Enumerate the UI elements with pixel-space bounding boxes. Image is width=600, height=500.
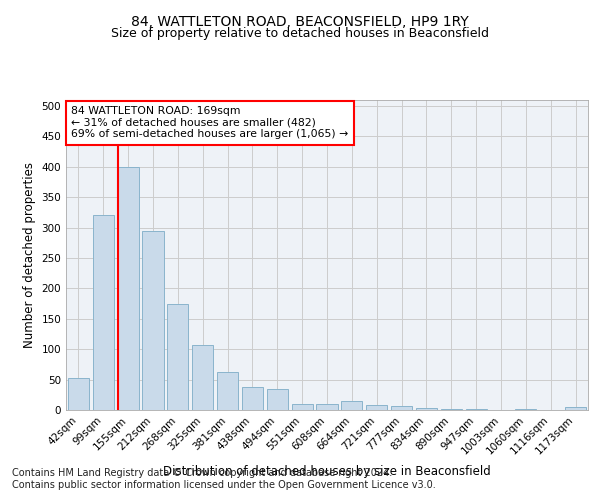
- Text: 84, WATTLETON ROAD, BEACONSFIELD, HP9 1RY: 84, WATTLETON ROAD, BEACONSFIELD, HP9 1R…: [131, 15, 469, 29]
- Bar: [142, 230, 164, 410]
- Text: Contains HM Land Registry data © Crown copyright and database right 2024.: Contains HM Land Registry data © Crown c…: [12, 468, 392, 477]
- Bar: [292, 404, 313, 410]
- Text: Contains public sector information licensed under the Open Government Licence v3: Contains public sector information licen…: [12, 480, 436, 490]
- Bar: [118, 167, 139, 410]
- Bar: [242, 387, 263, 410]
- Bar: [341, 402, 362, 410]
- Bar: [565, 407, 586, 410]
- Bar: [316, 404, 338, 410]
- Y-axis label: Number of detached properties: Number of detached properties: [23, 162, 36, 348]
- X-axis label: Distribution of detached houses by size in Beaconsfield: Distribution of detached houses by size …: [163, 464, 491, 477]
- Text: 84 WATTLETON ROAD: 169sqm
← 31% of detached houses are smaller (482)
69% of semi: 84 WATTLETON ROAD: 169sqm ← 31% of detac…: [71, 106, 349, 140]
- Text: Size of property relative to detached houses in Beaconsfield: Size of property relative to detached ho…: [111, 28, 489, 40]
- Bar: [68, 378, 89, 410]
- Bar: [217, 372, 238, 410]
- Bar: [192, 345, 213, 410]
- Bar: [391, 406, 412, 410]
- Bar: [167, 304, 188, 410]
- Bar: [267, 388, 288, 410]
- Bar: [416, 408, 437, 410]
- Bar: [366, 404, 387, 410]
- Bar: [93, 216, 114, 410]
